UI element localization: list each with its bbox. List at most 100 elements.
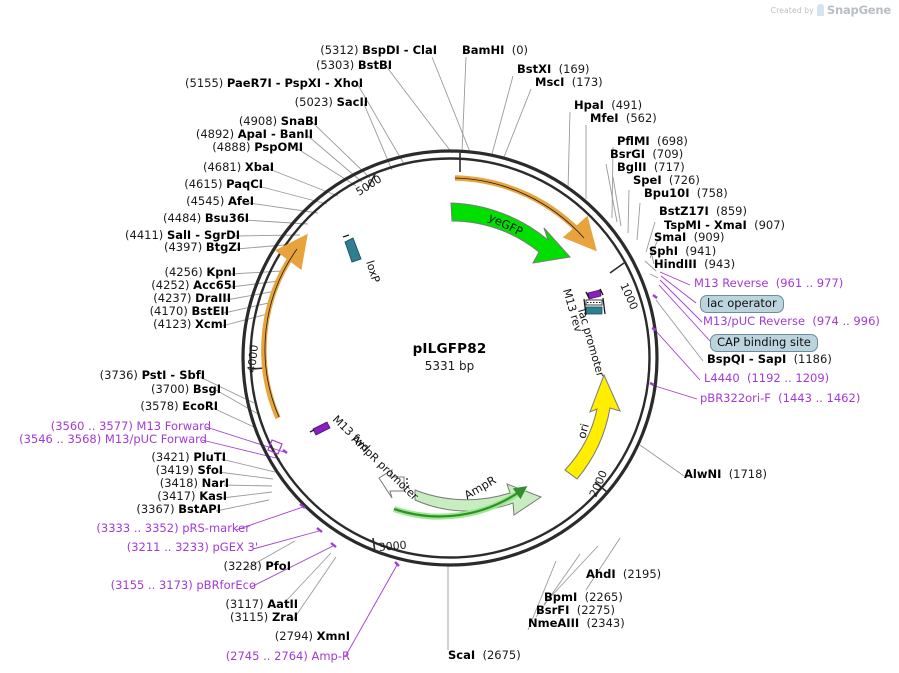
name-separator: - xyxy=(399,43,413,57)
enzyme-name: BsgI xyxy=(192,382,221,396)
restriction-site-label[interactable]: (3228) PfoI xyxy=(223,560,291,573)
feature-label[interactable]: (2745 .. 2764) Amp-R xyxy=(226,650,350,663)
position-value: (3419) xyxy=(155,463,194,477)
leader-lines-right-features xyxy=(651,271,711,400)
restriction-site-label[interactable]: TspMI - XmaI (907) xyxy=(664,219,785,232)
restriction-site-label[interactable]: (4908) SnaBI xyxy=(239,115,318,128)
feature-label[interactable]: pBR322ori-F (1443 .. 1462) xyxy=(700,392,860,405)
enzyme-name: BstXI xyxy=(517,62,552,76)
restriction-site-label[interactable]: (4397) BtgZI xyxy=(164,241,241,254)
ruler-label-4000: 4000 xyxy=(245,344,261,373)
position-value: (4484) xyxy=(163,211,202,225)
restriction-site-label[interactable]: (5023) SacII xyxy=(295,96,368,109)
position-value: (907) xyxy=(754,218,786,232)
restriction-site-label[interactable]: (3367) BstAPI xyxy=(136,503,221,516)
feature-ampr-translation xyxy=(393,486,528,520)
restriction-site-label[interactable]: SpeI (726) xyxy=(633,174,700,187)
position-value: (941) xyxy=(685,244,717,258)
enzyme-name: XcmI xyxy=(195,317,227,331)
enzyme-name: AfeI xyxy=(228,194,254,208)
enzyme-name: TspMI xyxy=(664,218,702,232)
position-value: (3421) xyxy=(151,450,190,464)
restriction-site-label[interactable]: (4237) DraIII xyxy=(153,292,231,305)
restriction-site-label[interactable]: (3736) PstI - SbfI xyxy=(100,369,205,382)
restriction-site-label[interactable]: HindIII (943) xyxy=(654,258,735,271)
restriction-site-label[interactable]: (4256) KpnI xyxy=(164,266,236,279)
restriction-site-label[interactable]: SmaI (909) xyxy=(654,231,725,244)
restriction-site-label[interactable]: (3700) BsgI xyxy=(151,383,221,396)
restriction-site-label[interactable]: (2794) XmnI xyxy=(275,630,350,643)
feature-badge[interactable]: CAP binding site xyxy=(710,334,818,352)
restriction-site-label[interactable]: (4888) PspOMI xyxy=(212,141,303,154)
position-value: (1718) xyxy=(728,467,767,481)
position-value: (3418) xyxy=(159,476,198,490)
restriction-site-label[interactable]: (4892) ApaI - BanII xyxy=(196,128,313,141)
feature-label[interactable]: (3211 .. 3233) pGEX 3' xyxy=(127,541,258,554)
position-value: (4397) xyxy=(163,240,203,254)
restriction-site-label[interactable]: (5312) BspDI - ClaI xyxy=(320,44,437,57)
restriction-site-label[interactable]: (3117) AatII xyxy=(225,598,298,611)
restriction-site-label[interactable]: BsrGI (709) xyxy=(610,148,683,161)
feature-ori[interactable]: ori xyxy=(564,373,621,480)
restriction-site-label[interactable]: MfeI (562) xyxy=(590,112,657,125)
restriction-site-label[interactable]: (4484) Bsu36I xyxy=(163,212,249,225)
restriction-site-label[interactable]: HpaI (491) xyxy=(574,99,642,112)
restriction-site-label[interactable]: (4615) PaqCI xyxy=(184,178,263,191)
feature-badge[interactable]: lac operator xyxy=(700,295,784,313)
enzyme-name: BglII xyxy=(617,160,647,174)
restriction-site-label[interactable]: (3578) EcoRI xyxy=(140,400,218,413)
restriction-site-label[interactable]: PflMI (698) xyxy=(617,135,688,148)
restriction-site-label[interactable]: SphI (941) xyxy=(649,245,716,258)
restriction-site-label[interactable]: (4123) XcmI xyxy=(153,318,227,331)
feature-label[interactable]: (3546 .. 3568) M13/pUC Forward xyxy=(19,433,207,446)
enzyme-name: BstEII xyxy=(191,304,229,318)
enzyme-name: XbaI xyxy=(244,160,274,174)
restriction-site-label[interactable]: (4411) SalI - SgrDI xyxy=(125,229,240,242)
feature-label[interactable]: M13 Reverse (961 .. 977) xyxy=(694,277,843,290)
restriction-site-label[interactable]: (3417) KasI xyxy=(157,490,227,503)
restriction-site-label[interactable]: (4545) AfeI xyxy=(186,195,254,208)
restriction-site-label[interactable]: BglII (717) xyxy=(617,161,685,174)
position-value: (3228) xyxy=(223,559,262,573)
enzyme-name: SgrDI xyxy=(203,228,240,242)
enzyme-name: M13/pUC Forward xyxy=(104,432,207,446)
feature-label[interactable]: (3560 .. 3577) M13 Forward xyxy=(51,420,211,433)
restriction-site-label[interactable]: MscI (173) xyxy=(535,76,603,89)
feature-lac-promoter[interactable]: lac promoter xyxy=(575,297,607,379)
feature-ampr-promoter[interactable] xyxy=(378,468,408,499)
feature-loxp[interactable]: loxP xyxy=(342,234,383,285)
restriction-site-label[interactable]: (3115) ZraI xyxy=(230,611,298,624)
restriction-site-label[interactable]: (4170) BstEII xyxy=(150,305,229,318)
enzyme-name: SphI xyxy=(649,244,678,258)
restriction-site-label[interactable]: (4252) Acc65I xyxy=(151,279,236,292)
restriction-site-label[interactable]: BsrFI (2275) xyxy=(536,604,615,617)
feature-label[interactable]: (3155 .. 3173) pBRforEco xyxy=(111,579,256,592)
feature-m13-fwd[interactable]: M13 fwd AmpR promoter xyxy=(309,413,421,503)
restriction-site-label[interactable]: (4681) XbaI xyxy=(203,161,274,174)
restriction-site-label[interactable]: (3418) NarI xyxy=(160,477,229,490)
feature-label[interactable]: M13/pUC Reverse (974 .. 996) xyxy=(703,315,880,328)
position-value: (4545) xyxy=(186,194,225,208)
restriction-site-label[interactable]: BstZ17I (859) xyxy=(659,205,747,218)
feature-label[interactable]: L4440 (1192 .. 1209) xyxy=(704,372,829,385)
restriction-site-label[interactable]: (5303) BstBI xyxy=(316,59,392,72)
enzyme-name: Bpu10I xyxy=(644,186,690,200)
restriction-site-label[interactable]: AlwNI (1718) xyxy=(684,468,767,481)
restriction-site-label[interactable]: NmeAIII (2343) xyxy=(528,617,625,630)
restriction-site-label[interactable]: BamHI (0) xyxy=(462,44,528,57)
restriction-site-label[interactable]: ScaI (2675) xyxy=(448,649,521,662)
restriction-site-label[interactable]: Bpu10I (758) xyxy=(644,187,728,200)
restriction-site-label[interactable]: AhdI (2195) xyxy=(586,568,661,581)
restriction-site-label[interactable]: (5155) PaeR7I - PspXI - XhoI xyxy=(185,77,363,90)
restriction-site-label[interactable]: BpmI (2265) xyxy=(544,591,623,604)
restriction-site-label[interactable]: BstXI (169) xyxy=(517,63,590,76)
restriction-site-label[interactable]: (3421) PluTI xyxy=(151,451,226,464)
position-value: (1186) xyxy=(793,352,832,366)
restriction-site-label[interactable]: BspQI - SapI (1186) xyxy=(707,353,832,366)
feature-label[interactable]: (3333 .. 3352) pRS-marker xyxy=(96,522,250,535)
feature-label-loxp: loxP xyxy=(363,259,382,285)
restriction-site-label[interactable]: (3419) SfoI xyxy=(156,464,223,477)
enzyme-name: Amp-R xyxy=(311,649,350,663)
enzyme-name: ApaI xyxy=(237,127,267,141)
